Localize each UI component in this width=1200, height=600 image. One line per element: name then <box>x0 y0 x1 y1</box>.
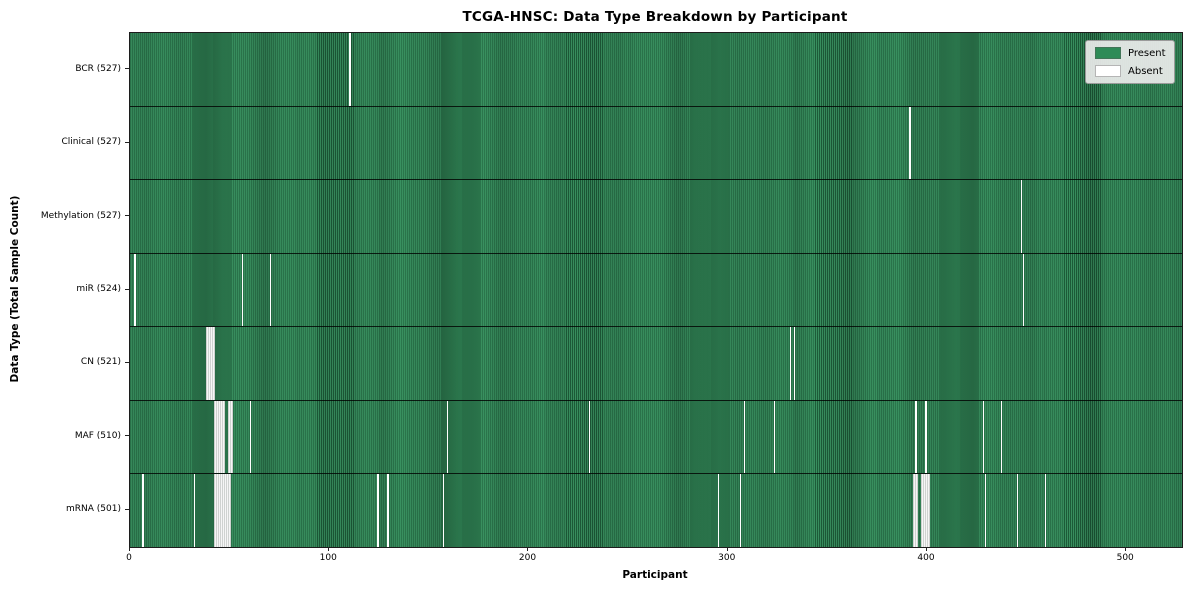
chart-title: TCGA-HNSC: Data Type Breakdown by Partic… <box>462 9 848 25</box>
absent-gap <box>377 474 379 548</box>
absent-gap <box>985 474 987 548</box>
legend-swatch-absent <box>1095 65 1121 77</box>
x-tick-label: 0 <box>126 553 132 563</box>
absent-gap <box>443 474 445 548</box>
x-tick-mark <box>129 547 130 551</box>
absent-gap <box>913 474 919 548</box>
legend-label: Absent <box>1128 65 1163 77</box>
absent-gap <box>134 253 136 327</box>
absent-gap <box>269 253 272 327</box>
absent-gap <box>743 400 746 474</box>
absent-gap <box>920 474 931 548</box>
absent-gap <box>983 400 985 474</box>
y-tick-mark <box>125 68 129 70</box>
legend: Present Absent <box>1085 40 1175 84</box>
legend-label: Present <box>1128 47 1166 59</box>
absent-gap <box>909 106 911 180</box>
x-tick-mark <box>1125 547 1127 551</box>
absent-gap <box>213 400 226 474</box>
y-tick-label: mRNA (501) <box>66 504 121 515</box>
absent-gap <box>1016 474 1019 548</box>
y-tick-label: Methylation (527) <box>40 210 121 221</box>
absent-gap <box>789 327 792 400</box>
y-tick-mark <box>125 288 129 290</box>
heatmap-row-mir <box>130 252 1182 327</box>
absent-gap <box>739 474 742 548</box>
absent-gap <box>773 400 776 474</box>
heatmap-row-methylation <box>130 179 1182 253</box>
x-tick-label: 500 <box>1116 553 1134 563</box>
absent-gap <box>142 474 144 548</box>
x-tick-mark <box>726 547 728 551</box>
heatmap-row-clinical <box>130 105 1182 180</box>
absent-gap <box>205 327 216 400</box>
legend-swatch-present <box>1095 47 1121 59</box>
heatmap-row-maf <box>130 399 1182 474</box>
x-axis-label: Participant <box>622 569 688 581</box>
absent-gap <box>925 400 927 474</box>
absent-gap <box>1022 253 1025 327</box>
y-tick-label: miR (524) <box>76 284 121 294</box>
absent-gap <box>1044 474 1047 548</box>
heatmap-row-bcr <box>130 33 1182 106</box>
legend-item-absent: Absent <box>1095 65 1166 77</box>
absent-gap <box>1020 180 1023 253</box>
absent-gap <box>387 474 389 548</box>
x-tick-label: 100 <box>319 553 337 563</box>
absent-gap <box>194 474 196 548</box>
y-tick-mark <box>125 141 129 143</box>
x-tick-label: 400 <box>917 553 935 563</box>
x-tick-mark <box>527 547 529 551</box>
x-tick-label: 200 <box>518 553 537 563</box>
absent-gap <box>718 474 720 548</box>
absent-gap <box>447 400 449 474</box>
y-tick-label: MAF (510) <box>74 430 121 441</box>
x-tick-mark <box>328 547 330 551</box>
absent-gap <box>227 400 233 474</box>
absent-gap <box>915 400 917 474</box>
x-tick-mark <box>925 547 927 551</box>
y-tick-mark <box>125 361 129 363</box>
absent-gap <box>249 400 252 474</box>
absent-gap <box>588 400 590 474</box>
x-tick-label: 300 <box>718 553 736 563</box>
absent-gap <box>349 33 351 106</box>
y-tick-label: Clinical (527) <box>61 137 121 148</box>
absent-gap <box>1000 400 1003 474</box>
absent-gap <box>793 327 796 400</box>
y-tick-mark <box>125 508 129 510</box>
y-tick-mark <box>125 435 129 437</box>
heatmap-row-cn <box>130 326 1182 400</box>
heatmap-row-mrna <box>130 473 1182 548</box>
absent-gap <box>213 474 231 548</box>
plot-area <box>129 32 1183 548</box>
y-tick-label: BCR (527) <box>75 63 121 74</box>
absent-gap <box>241 253 244 327</box>
legend-item-present: Present <box>1095 47 1166 59</box>
y-tick-label: CN (521) <box>80 357 121 368</box>
y-tick-mark <box>125 215 129 217</box>
